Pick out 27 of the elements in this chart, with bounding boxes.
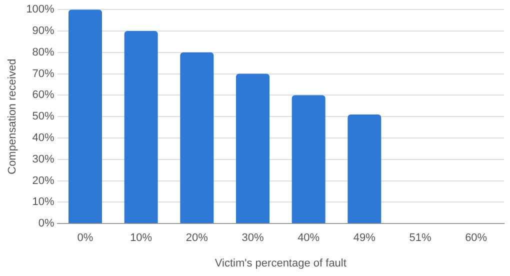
y-tick-label: 30%	[32, 153, 55, 166]
x-tick-label: 51%	[409, 232, 432, 244]
x-tick-label: 40%	[298, 232, 320, 244]
y-tick-label: 80%	[32, 46, 55, 58]
bar	[124, 31, 158, 224]
y-tick-label: 90%	[32, 25, 55, 38]
bar	[348, 114, 382, 224]
y-tick-label: 50%	[32, 110, 55, 123]
y-tick-label: 100%	[26, 4, 55, 16]
bar	[68, 10, 102, 224]
y-tick-label: 70%	[32, 68, 55, 80]
bar	[236, 74, 270, 224]
y-axis-title: Compensation received	[6, 58, 19, 174]
x-tick-label: 30%	[242, 232, 264, 244]
x-tick-label: 20%	[186, 232, 208, 244]
bar	[292, 95, 326, 224]
y-tick-label: 20%	[32, 174, 55, 187]
y-tick-label: 40%	[32, 132, 55, 144]
x-tick-label: 60%	[465, 232, 488, 244]
y-tick-label: 10%	[32, 196, 55, 208]
x-axis-title: Victim's percentage of fault	[214, 257, 346, 270]
x-tick-label: 10%	[130, 232, 152, 244]
x-tick-label: 49%	[353, 232, 376, 244]
y-tick-label: 60%	[32, 89, 55, 102]
bar	[180, 52, 214, 224]
x-tick-label: 0%	[77, 232, 94, 244]
y-tick-label: 0%	[38, 218, 55, 230]
